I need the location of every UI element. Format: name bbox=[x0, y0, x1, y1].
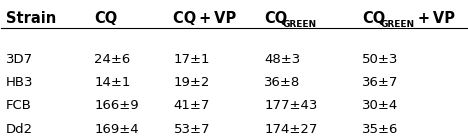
Text: 50±3: 50±3 bbox=[362, 53, 398, 66]
Text: 177±43: 177±43 bbox=[264, 99, 318, 112]
Text: HB3: HB3 bbox=[6, 76, 34, 89]
Text: 35±6: 35±6 bbox=[362, 123, 398, 136]
Text: + VP: + VP bbox=[415, 11, 455, 26]
Text: CQ: CQ bbox=[95, 11, 117, 26]
Text: CQ + VP: CQ + VP bbox=[174, 11, 237, 26]
Text: 24±6: 24±6 bbox=[95, 53, 131, 66]
Text: 36±8: 36±8 bbox=[264, 76, 300, 89]
Text: 17±1: 17±1 bbox=[174, 53, 210, 66]
Text: 41±7: 41±7 bbox=[174, 99, 210, 112]
Text: CQ: CQ bbox=[362, 11, 385, 26]
Text: 48±3: 48±3 bbox=[264, 53, 300, 66]
Text: 53±7: 53±7 bbox=[174, 123, 210, 136]
Text: 30±4: 30±4 bbox=[362, 99, 398, 112]
Text: 14±1: 14±1 bbox=[95, 76, 131, 89]
Text: FCB: FCB bbox=[6, 99, 32, 112]
Text: 174±27: 174±27 bbox=[264, 123, 318, 136]
Text: 19±2: 19±2 bbox=[174, 76, 210, 89]
Text: Dd2: Dd2 bbox=[6, 123, 33, 136]
Text: 166±9: 166±9 bbox=[95, 99, 139, 112]
Text: 169±4: 169±4 bbox=[95, 123, 139, 136]
Text: 36±7: 36±7 bbox=[362, 76, 398, 89]
Text: CQ: CQ bbox=[264, 11, 287, 26]
Text: Strain: Strain bbox=[6, 11, 56, 26]
Text: GREEN: GREEN bbox=[380, 20, 415, 29]
Text: GREEN: GREEN bbox=[283, 20, 317, 29]
Text: 3D7: 3D7 bbox=[6, 53, 33, 66]
